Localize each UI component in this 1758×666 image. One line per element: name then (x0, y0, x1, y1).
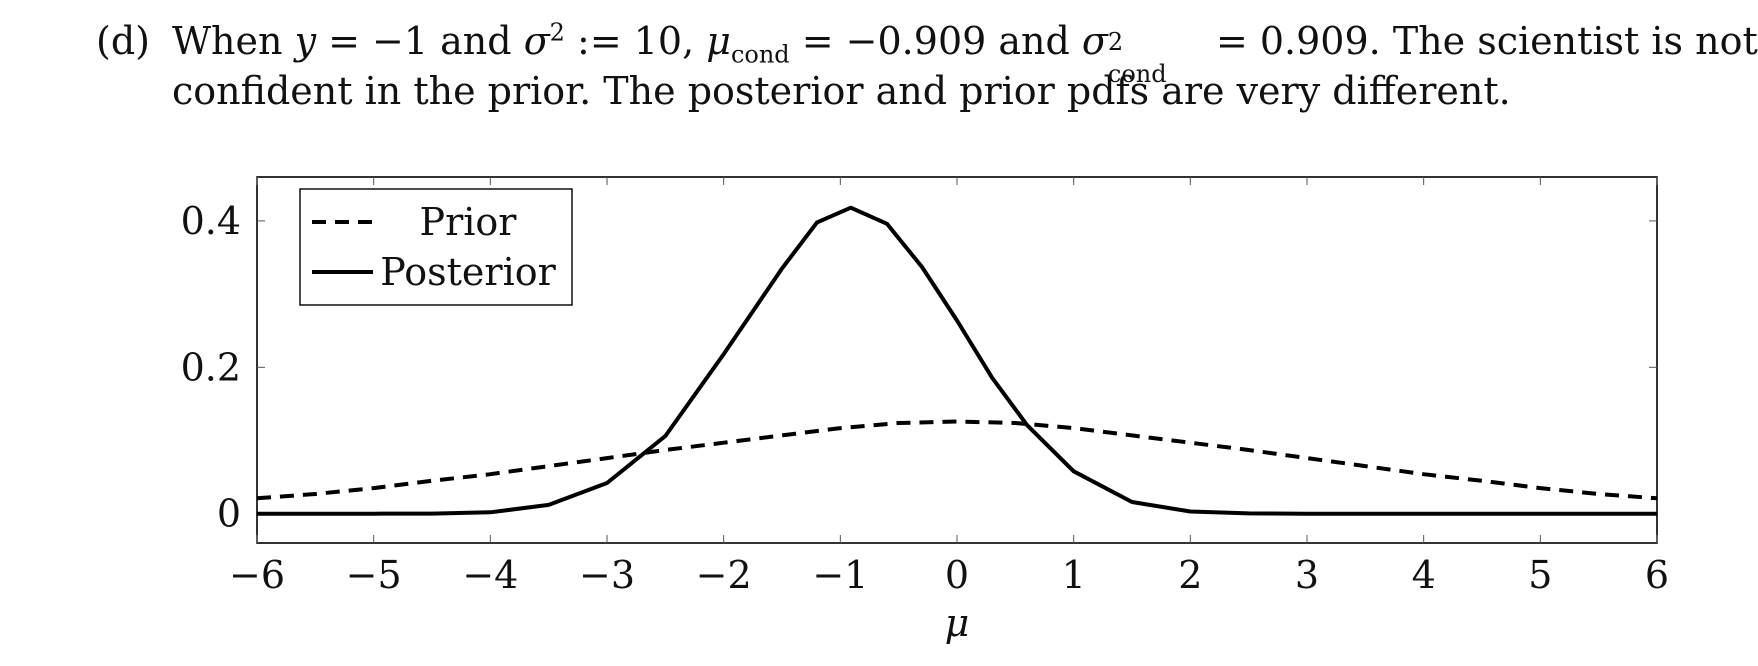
x-tick-label: −3 (579, 553, 635, 597)
when-word: When (172, 19, 283, 63)
text-line-2: confident in the prior. The posterior an… (172, 69, 1511, 113)
series-line-prior (256, 419, 1658, 501)
x-tick-label: −6 (229, 553, 285, 597)
x-tick-label: −2 (696, 553, 752, 597)
x-tick-label: 6 (1645, 553, 1669, 597)
var-y: y (294, 19, 317, 63)
legend-box (299, 188, 573, 306)
sup-2: 2 (549, 18, 565, 47)
x-tick-label: 0 (945, 553, 969, 597)
x-tick-label: −1 (812, 553, 868, 597)
sub-cond: cond (730, 40, 790, 69)
sup-sub-stack: 2 cond (1108, 28, 1204, 88)
y-tick-label: 0.2 (181, 345, 241, 389)
legend-group: Prior Posterior (299, 188, 573, 306)
legend-label-posterior: Posterior (380, 250, 556, 294)
legend-label-prior: Prior (420, 200, 518, 244)
x-axis-label: μ (945, 601, 970, 645)
x-tick-label: 4 (1412, 553, 1436, 597)
assign-text: := 10, (564, 19, 707, 63)
var-sigma-cond: σ (1081, 19, 1108, 63)
x-tick-label: 3 (1295, 553, 1319, 597)
text-line-1: When y = −1 and σ2 := 10, μcond = −0.909… (172, 16, 1758, 88)
sub-cond-b: cond (1107, 60, 1167, 88)
var-sigma: σ (523, 19, 550, 63)
item-label: (d) (96, 19, 150, 63)
x-tick-label: 1 (1062, 553, 1086, 597)
series-line-posterior (257, 205, 1657, 516)
var-mu: μ (706, 19, 731, 63)
series-group (256, 205, 1658, 516)
eq-3: = 0.909. The scientist is not (1203, 19, 1758, 63)
eq-2: = −0.909 and (789, 19, 1082, 63)
axes-group: −6 −5 −4 −3 −2 −1 0 1 2 3 4 5 6 0 0.2 0.4 μ (181, 176, 1669, 645)
x-tick-label: 5 (1528, 553, 1552, 597)
x-tick-label: −4 (462, 553, 518, 597)
eq-1: = −1 and (316, 19, 524, 63)
y-tick-label: 0.4 (181, 199, 241, 243)
x-tick-label: −5 (346, 553, 402, 597)
sup-2b: 2 (1107, 28, 1124, 56)
y-tick-label: 0 (217, 492, 241, 536)
x-tick-label: 2 (1178, 553, 1202, 597)
